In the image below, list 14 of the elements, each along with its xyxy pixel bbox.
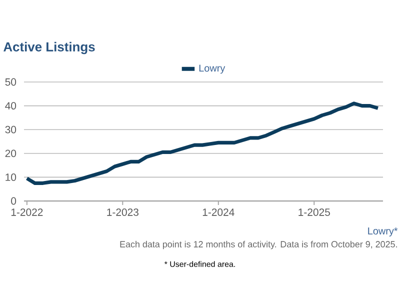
y-tick-label: 30 xyxy=(5,126,16,134)
text: Each data point is 12 months of activity. Data is from October 9, 2025. xyxy=(120,240,397,250)
legend-label: Lowry xyxy=(199,64,226,74)
x-tick-label: 1-2023 xyxy=(107,208,138,216)
chart-title: Active Listings xyxy=(4,42,95,54)
y-tick-label: 10 xyxy=(6,174,16,181)
y-tick-label: 40 xyxy=(5,102,16,110)
text: Lowry* xyxy=(368,228,398,236)
x-tick-label: 1-2024 xyxy=(202,208,234,216)
y-tick-label: 0 xyxy=(11,197,16,205)
x-tick-label: 1-2022 xyxy=(11,208,43,216)
y-tick-label: 20 xyxy=(5,150,16,158)
y-tick-label: 50 xyxy=(5,78,16,86)
x-tick-label: 1-2025 xyxy=(298,208,330,216)
